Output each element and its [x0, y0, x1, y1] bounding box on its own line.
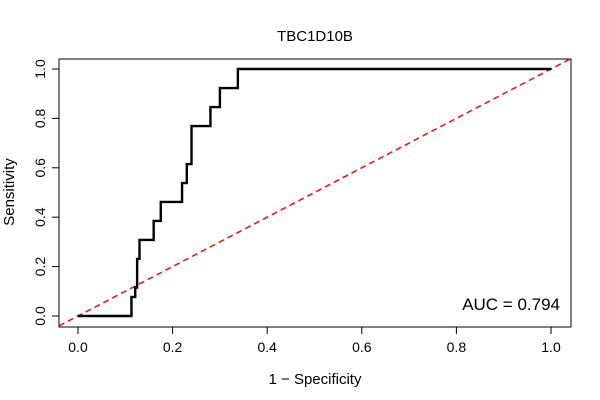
- x-tick-label: 0.0: [68, 339, 88, 355]
- x-tick-label: 1.0: [541, 339, 561, 355]
- roc-point: [130, 296, 133, 298]
- roc-point: [159, 201, 162, 203]
- y-axis-label: Sensitivity: [1, 158, 18, 226]
- roc-point: [134, 286, 137, 289]
- roc-point: [134, 296, 137, 298]
- roc-point: [152, 239, 155, 241]
- plot-frame: [58, 58, 572, 328]
- roc-point: [219, 87, 221, 89]
- roc-point: [136, 286, 138, 289]
- roc-point: [185, 163, 188, 165]
- roc-point: [219, 106, 221, 108]
- roc-point: [209, 106, 212, 108]
- roc-point: [138, 239, 141, 241]
- roc-point: [152, 220, 155, 222]
- y-tick-label: 0.6: [32, 158, 48, 178]
- reference-diagonal-line: [58, 58, 571, 327]
- roc-point: [237, 68, 239, 70]
- roc-point: [181, 201, 183, 203]
- roc-point: [181, 182, 183, 184]
- x-tick-label: 0.8: [447, 339, 467, 355]
- roc-point: [77, 315, 79, 317]
- auc-annotation: AUC = 0.794: [462, 295, 560, 314]
- y-tick-label: 0.0: [32, 306, 48, 326]
- y-tick-label: 0.4: [32, 207, 48, 227]
- roc-point: [138, 258, 141, 260]
- x-axis-label: 1 − Specificity: [269, 371, 362, 388]
- y-tick-label: 0.2: [32, 257, 48, 277]
- roc-point: [185, 182, 188, 184]
- y-tick-label: 1.0: [32, 59, 48, 79]
- roc-point: [550, 68, 552, 70]
- x-tick-label: 0.2: [163, 339, 183, 355]
- y-tick-label: 0.8: [32, 108, 48, 128]
- x-tick-label: 0.6: [352, 339, 372, 355]
- chart-title: TBC1D10B: [277, 28, 353, 45]
- roc-point: [159, 220, 162, 222]
- roc-point: [190, 125, 193, 127]
- roc-point: [136, 258, 138, 260]
- x-tick-label: 0.4: [257, 339, 277, 355]
- roc-point: [209, 125, 212, 127]
- roc-point: [237, 87, 239, 89]
- roc-point: [190, 163, 193, 165]
- roc-point: [130, 315, 133, 317]
